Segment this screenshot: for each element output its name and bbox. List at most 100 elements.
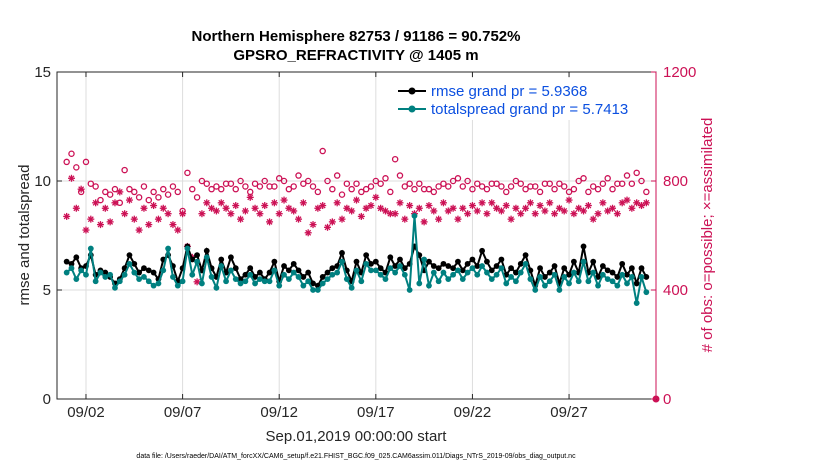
possible-obs-marker bbox=[483, 185, 491, 193]
possible-obs-marker bbox=[285, 185, 293, 193]
totalspread-point bbox=[633, 300, 640, 306]
rmse-point bbox=[546, 269, 553, 276]
assimilated-obs-marker bbox=[493, 204, 501, 212]
assimilated-obs-marker bbox=[575, 204, 583, 212]
y-tick-label: 15 bbox=[34, 64, 51, 81]
assimilated-obs-marker bbox=[72, 204, 80, 212]
totalspread-point bbox=[599, 271, 606, 278]
totalspread-point bbox=[339, 258, 345, 265]
totalspread-point bbox=[590, 269, 597, 276]
assimilated-obs-marker bbox=[604, 207, 612, 215]
totalspread-point bbox=[358, 278, 365, 285]
possible-obs-marker bbox=[469, 185, 476, 193]
possible-obs-marker bbox=[208, 185, 215, 193]
possible-obs-marker bbox=[213, 183, 220, 190]
totalspread-point bbox=[285, 276, 292, 282]
totalspread-point bbox=[150, 282, 157, 289]
rmse-point bbox=[479, 247, 485, 254]
assimilated-obs-marker bbox=[174, 226, 182, 234]
totalspread-point bbox=[68, 265, 75, 272]
rmse-point bbox=[247, 265, 254, 272]
rmse-point bbox=[440, 260, 447, 267]
possible-obs-marker bbox=[604, 175, 611, 182]
totalspread-point bbox=[484, 269, 490, 276]
assimilated-obs-marker bbox=[638, 202, 646, 210]
assimilated-obs-marker bbox=[464, 210, 472, 218]
totalspread-point bbox=[440, 269, 447, 276]
rmse-point bbox=[590, 258, 597, 265]
possible-obs-marker bbox=[227, 180, 235, 187]
totalspread-point bbox=[517, 269, 524, 276]
assimilated-obs-marker bbox=[406, 202, 414, 210]
totalspread-point bbox=[78, 267, 85, 274]
assimilated-obs-marker bbox=[203, 199, 211, 207]
totalspread-point bbox=[430, 269, 437, 276]
assimilated-obs-marker bbox=[609, 204, 617, 212]
possible-obs-marker bbox=[638, 177, 645, 185]
assimilated-obs-marker bbox=[488, 199, 496, 207]
totalspread-point bbox=[556, 287, 563, 293]
rmse-point bbox=[141, 265, 147, 272]
plot-area bbox=[57, 72, 656, 399]
assimilated-obs-marker bbox=[401, 215, 409, 223]
totalspread-point bbox=[271, 267, 278, 274]
totalspread-point bbox=[585, 278, 592, 285]
rmse-point bbox=[285, 267, 292, 274]
possible-obs-marker bbox=[242, 183, 249, 190]
assimilated-obs-marker bbox=[478, 199, 486, 207]
right-y-tick-label: 0 bbox=[663, 391, 671, 408]
totalspread-point bbox=[498, 265, 505, 272]
possible-obs-marker bbox=[536, 188, 544, 196]
possible-obs-marker bbox=[493, 180, 500, 187]
rmse-point bbox=[604, 267, 611, 274]
assimilated-obs-marker bbox=[82, 226, 90, 234]
possible-obs-marker bbox=[256, 183, 264, 190]
assimilated-obs-marker bbox=[212, 207, 220, 215]
x-tick-label: 09/27 bbox=[550, 404, 588, 421]
possible-obs-marker bbox=[295, 172, 302, 179]
assimilated-obs-marker bbox=[266, 218, 274, 226]
possible-obs-marker bbox=[232, 185, 239, 193]
assimilated-obs-marker bbox=[333, 199, 341, 207]
assimilated-obs-marker bbox=[96, 221, 104, 229]
assimilated-obs-marker bbox=[121, 210, 129, 218]
assimilated-obs-marker bbox=[150, 202, 158, 210]
totalspread-point bbox=[343, 276, 350, 282]
rmse-point bbox=[493, 263, 500, 269]
totalspread-point bbox=[624, 280, 630, 287]
totalspread-point bbox=[513, 278, 519, 285]
totalspread-point bbox=[329, 271, 336, 278]
rmse-point bbox=[150, 269, 157, 276]
assimilated-obs-marker bbox=[328, 218, 336, 226]
totalspread-point bbox=[199, 280, 205, 287]
assimilated-obs-marker bbox=[367, 202, 375, 210]
footer-data-file: data file: /Users/raeder/DAI/ATM_forcXX/… bbox=[136, 453, 576, 460]
totalspread-point bbox=[92, 278, 99, 285]
assimilated-obs-marker bbox=[507, 215, 515, 223]
assimilated-obs-marker bbox=[449, 204, 457, 212]
totalspread-point bbox=[228, 267, 234, 274]
totalspread-point bbox=[628, 274, 635, 280]
rmse-point bbox=[474, 263, 481, 269]
possible-obs-marker bbox=[498, 183, 505, 190]
totalspread-point bbox=[252, 280, 258, 287]
possible-obs-marker bbox=[189, 185, 196, 193]
rmse-point bbox=[570, 258, 577, 265]
possible-obs-marker bbox=[425, 185, 433, 193]
possible-obs-marker bbox=[135, 194, 143, 201]
assimilated-obs-marker bbox=[512, 204, 520, 212]
totalspread-point bbox=[426, 282, 432, 289]
assimilated-obs-marker bbox=[372, 193, 380, 201]
rmse-point bbox=[488, 267, 495, 274]
assimilated-obs-marker bbox=[435, 215, 443, 223]
totalspread-point bbox=[643, 289, 650, 296]
rmse-point bbox=[329, 265, 336, 272]
assimilated-obs-marker bbox=[290, 207, 298, 215]
totalspread-point bbox=[348, 284, 355, 291]
assimilated-obs-marker bbox=[275, 210, 283, 218]
totalspread-point bbox=[546, 278, 553, 285]
totalspread-point bbox=[387, 265, 394, 272]
assimilated-obs-marker bbox=[420, 218, 428, 226]
possible-obs-marker bbox=[131, 188, 138, 196]
